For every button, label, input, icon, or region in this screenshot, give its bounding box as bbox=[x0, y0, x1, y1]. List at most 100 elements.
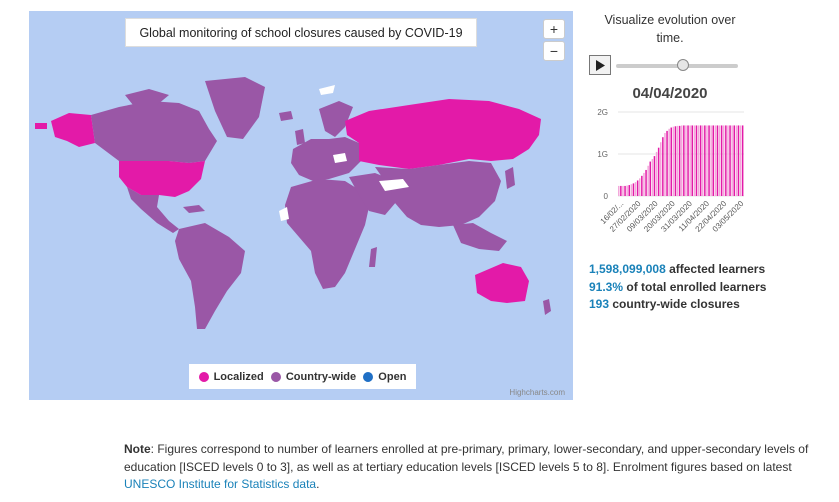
stat-learners-value: 1,598,099,008 bbox=[589, 262, 666, 276]
note-bold-label: Note bbox=[124, 442, 151, 456]
chart-bar bbox=[674, 126, 677, 196]
chart-bar bbox=[706, 125, 708, 196]
chart-bar bbox=[662, 137, 664, 196]
region-no-data-2 bbox=[379, 179, 409, 191]
chart-bar bbox=[685, 125, 687, 196]
region-greenland[interactable] bbox=[205, 77, 265, 139]
region-canada[interactable] bbox=[91, 101, 217, 163]
chart-bar bbox=[723, 125, 725, 196]
chart-bar bbox=[664, 133, 666, 196]
chart-bar bbox=[741, 125, 744, 196]
chart-bar bbox=[697, 125, 700, 196]
chart-bar bbox=[720, 125, 723, 196]
highcharts-credits[interactable]: Highcharts.com bbox=[509, 388, 565, 397]
region-asia[interactable] bbox=[375, 161, 501, 227]
chart-bar bbox=[733, 125, 735, 196]
chart-bar bbox=[624, 185, 626, 196]
zoom-in-button[interactable]: + bbox=[543, 19, 565, 39]
chart-y-tick-label: 0 bbox=[604, 192, 609, 201]
legend-label-localized: Localized bbox=[213, 370, 264, 383]
legend-item-country-wide[interactable]: Country-wide bbox=[270, 371, 356, 383]
chart-bar bbox=[666, 130, 668, 196]
chart-bar bbox=[641, 175, 643, 196]
legend-dot-localized bbox=[198, 371, 209, 382]
chart-bar bbox=[634, 182, 637, 196]
legend-dot-open bbox=[363, 371, 374, 382]
chart-bar bbox=[735, 125, 738, 196]
chart-bar bbox=[649, 161, 651, 196]
chart-bar bbox=[628, 185, 630, 196]
chart-x-ticks: 16/02/...27/02/202009/03/202020/03/20203… bbox=[599, 199, 746, 234]
chart-bar bbox=[632, 183, 635, 196]
chart-bar bbox=[725, 125, 727, 196]
chart-bar bbox=[620, 185, 622, 196]
stat-percent-value: 91.3% bbox=[589, 279, 624, 294]
chart-bar bbox=[739, 125, 742, 196]
chart-bar bbox=[643, 172, 645, 196]
region-no-data-4 bbox=[279, 207, 289, 221]
chart-bar bbox=[668, 128, 670, 196]
play-button[interactable] bbox=[589, 55, 611, 75]
region-usa[interactable] bbox=[119, 161, 205, 197]
chart-bar bbox=[681, 125, 683, 196]
region-caribbean bbox=[183, 205, 205, 213]
chart-bar bbox=[702, 125, 704, 196]
chart-bars bbox=[618, 125, 744, 196]
chart-bar bbox=[712, 125, 714, 196]
region-mexico[interactable] bbox=[127, 187, 179, 233]
chart-bar bbox=[693, 125, 696, 196]
chart-bar bbox=[731, 125, 733, 196]
zoom-out-button[interactable]: − bbox=[543, 41, 565, 61]
chart-y-ticks: 0 1G 2G bbox=[597, 108, 608, 201]
region-australia[interactable] bbox=[475, 263, 529, 303]
region-europe[interactable] bbox=[291, 137, 361, 181]
legend-dot-country-wide bbox=[270, 371, 281, 382]
region-south-america[interactable] bbox=[175, 223, 245, 329]
region-madagascar bbox=[369, 247, 377, 267]
region-southeast-asia[interactable] bbox=[453, 223, 507, 251]
chart-bar bbox=[618, 185, 620, 196]
chart-bar bbox=[737, 125, 740, 196]
map-land[interactable] bbox=[29, 11, 573, 400]
chart-bar bbox=[660, 142, 662, 196]
chart-bar bbox=[687, 125, 689, 196]
timeline-slider-thumb[interactable] bbox=[676, 59, 689, 71]
chart-bar bbox=[718, 125, 721, 196]
region-arctic-islands bbox=[125, 89, 169, 105]
region-aleutians bbox=[35, 123, 47, 129]
chart-bar bbox=[716, 125, 719, 196]
stat-closures: 193 country-wide closures bbox=[589, 296, 769, 314]
play-icon bbox=[596, 59, 605, 71]
stats-panel: 1,598,099,008 affected learners 91.3% of… bbox=[589, 261, 769, 314]
legend-item-open[interactable]: Open bbox=[363, 371, 406, 383]
region-russia[interactable] bbox=[345, 99, 541, 169]
region-scandinavia[interactable] bbox=[319, 101, 353, 137]
chart-bar bbox=[704, 125, 706, 196]
stat-closures-value: 193 bbox=[589, 297, 610, 311]
chart-bar bbox=[708, 125, 710, 196]
region-africa[interactable] bbox=[285, 179, 369, 289]
chart-bar bbox=[636, 180, 639, 196]
chart-bar bbox=[670, 127, 672, 196]
chart-bar bbox=[672, 126, 675, 196]
chart-bar bbox=[647, 165, 649, 196]
region-alaska[interactable] bbox=[51, 113, 95, 147]
stat-learners: 1,598,099,008 affected learners bbox=[589, 261, 769, 279]
note-text: : Figures correspond to number of learne… bbox=[124, 442, 809, 474]
current-date: 04/04/2020 bbox=[632, 85, 708, 102]
timeline-slider[interactable] bbox=[616, 59, 738, 71]
legend-item-localized[interactable]: Localized bbox=[198, 370, 264, 383]
map-title: Global monitoring of school closures cau… bbox=[125, 18, 477, 47]
uis-data-link[interactable]: UNESCO Institute for Statistics data bbox=[124, 477, 317, 491]
chart-bar bbox=[657, 147, 660, 196]
chart-bar bbox=[678, 125, 681, 196]
map-legend: Localized Country-wide Open bbox=[189, 364, 416, 389]
chart-bar bbox=[691, 125, 693, 196]
chart-bar bbox=[645, 169, 647, 196]
chart-bar bbox=[729, 125, 731, 196]
chart-y-tick-label: 2G bbox=[597, 108, 608, 117]
world-map[interactable]: Global monitoring of school closures cau… bbox=[29, 11, 573, 400]
chart-bar bbox=[655, 151, 658, 196]
stat-percent-label: of total enrolled learners bbox=[626, 279, 767, 294]
region-no-data-3 bbox=[319, 85, 335, 95]
